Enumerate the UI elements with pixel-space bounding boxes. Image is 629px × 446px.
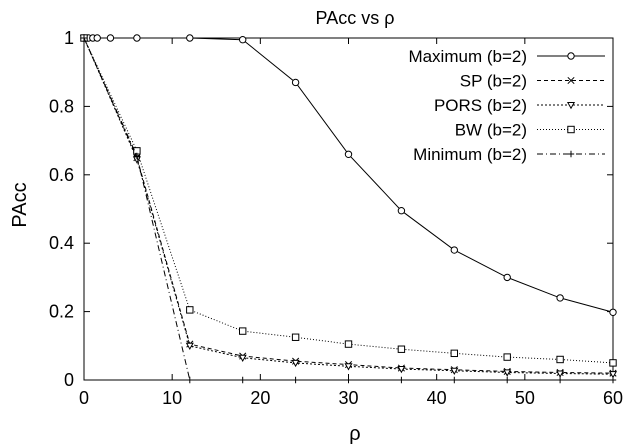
y-tick-label: 0 xyxy=(64,370,74,390)
y-tick-label: 0.2 xyxy=(49,302,74,322)
plot-area xyxy=(83,37,614,381)
series-point xyxy=(503,273,511,282)
series-2 xyxy=(79,34,618,379)
series-point xyxy=(450,246,458,254)
series-point xyxy=(238,354,247,362)
series-point xyxy=(185,342,194,351)
series-line xyxy=(83,37,614,364)
series-point xyxy=(451,376,458,384)
series-point xyxy=(239,36,247,44)
series-line xyxy=(84,37,614,313)
series-4 xyxy=(80,34,617,384)
series-point xyxy=(398,376,405,384)
series-point xyxy=(397,365,406,374)
series-point xyxy=(345,376,352,384)
series-point xyxy=(292,376,299,384)
legend-label: BW (b=2) xyxy=(455,121,527,140)
legend: Maximum (b=2) SP (b=2) PORS (b=2) BW (b=2) M… xyxy=(408,47,605,164)
series-point xyxy=(450,367,459,375)
series-point xyxy=(80,34,88,42)
y-tick-label: 0.8 xyxy=(49,96,74,116)
y-axis: 0 0.2 0.4 0.6 0.8 1 xyxy=(49,28,613,390)
x-axis-label: ρ xyxy=(349,423,360,445)
series-line xyxy=(83,37,614,374)
series-point xyxy=(556,376,564,384)
series-line xyxy=(83,37,614,375)
series-point xyxy=(397,207,406,215)
x-tick-label: 60 xyxy=(603,388,623,408)
legend-marker xyxy=(566,101,576,110)
legend-marker xyxy=(567,76,575,85)
series-point xyxy=(344,340,353,348)
series-point xyxy=(344,363,353,371)
x-tick-label: 10 xyxy=(162,388,182,408)
series-point xyxy=(344,150,353,158)
series-point xyxy=(291,359,300,368)
legend-label: Minimum (b=2) xyxy=(413,145,527,164)
x-tick-label: 0 xyxy=(79,388,89,408)
series-3 xyxy=(80,34,617,367)
x-tick-label: 40 xyxy=(427,388,447,408)
legend-label: PORS (b=2) xyxy=(434,96,527,115)
series-point xyxy=(186,34,194,42)
series-point xyxy=(239,327,247,335)
series-point xyxy=(556,370,565,378)
series-point xyxy=(450,349,459,358)
series-point xyxy=(291,78,300,87)
series-line xyxy=(83,37,613,381)
series-point xyxy=(609,376,617,384)
legend-label: Maximum (b=2) xyxy=(408,47,527,66)
x-tick-label: 30 xyxy=(338,388,358,408)
y-axis-label: PAcc xyxy=(9,182,31,227)
legend-marker xyxy=(567,125,575,134)
legend-item: SP (b=2) xyxy=(460,72,605,91)
series-point xyxy=(291,333,300,341)
series-0 xyxy=(80,34,617,316)
series-point xyxy=(504,376,511,384)
legend-marker xyxy=(567,52,575,60)
chart-title: PAcc vs ρ xyxy=(316,8,395,28)
series-point xyxy=(106,34,115,42)
legend-item: PORS (b=2) xyxy=(434,96,605,115)
series-point xyxy=(609,359,617,367)
legend-item: Minimum (b=2) xyxy=(413,145,605,164)
series-point xyxy=(186,306,194,314)
series-point xyxy=(186,376,193,384)
series-point xyxy=(397,345,406,353)
series-layer xyxy=(79,34,618,384)
x-axis: 0 10 20 30 40 50 60 xyxy=(79,38,623,408)
y-tick-label: 1 xyxy=(64,28,74,48)
series-point xyxy=(503,369,512,377)
y-tick-label: 0.6 xyxy=(49,165,74,185)
series-point xyxy=(556,355,564,364)
x-tick-label: 50 xyxy=(515,388,535,408)
legend-marker xyxy=(567,150,575,158)
legend-label: SP (b=2) xyxy=(460,72,527,91)
series-point xyxy=(556,294,564,302)
series-point xyxy=(608,371,618,379)
series-point xyxy=(503,353,511,361)
series-point xyxy=(609,308,617,316)
y-tick-label: 0.4 xyxy=(49,233,74,253)
series-point xyxy=(133,34,141,42)
series-point xyxy=(239,376,246,384)
series-point xyxy=(133,152,141,160)
x-tick-label: 20 xyxy=(250,388,270,408)
legend-item: Maximum (b=2) xyxy=(408,47,605,66)
series-1 xyxy=(80,34,617,377)
legend-item: BW (b=2) xyxy=(455,121,605,140)
series-point xyxy=(93,34,101,42)
plot-frame xyxy=(83,37,614,381)
